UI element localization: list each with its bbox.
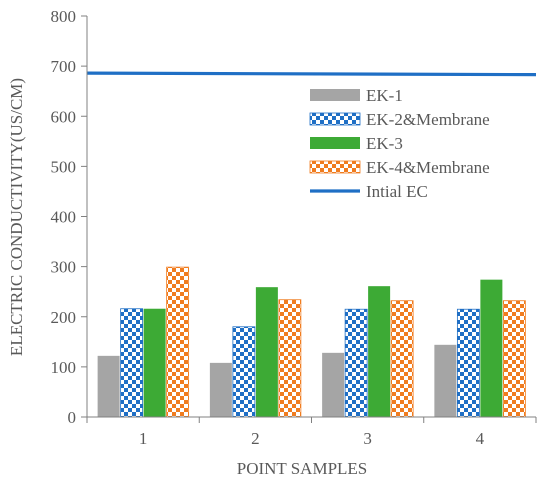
y-tick-label: 500 [51, 157, 77, 176]
x-tick-label: 2 [251, 429, 260, 448]
bar-ek-4-membrane-2 [278, 299, 302, 418]
bar-ek-2-membrane-4 [456, 308, 480, 418]
legend-label-ek-2-membrane: EK-2&Membrane [366, 110, 490, 129]
bar-ek-4-membrane-3 [390, 300, 414, 418]
legend-label-ek-1: EK-1 [366, 86, 403, 105]
y-tick-label: 400 [51, 208, 77, 227]
y-tick-label: 300 [51, 258, 77, 277]
bar-ek-3-1 [143, 308, 166, 417]
y-axis-ticks: 0 100 200 300 400 500 600 700 800 [51, 7, 87, 427]
bar-ek-4-membrane-4 [502, 300, 526, 418]
bar-ek-1-2 [209, 362, 232, 417]
legend: EK-1 EK-2&Membrane EK-3 EK-4&Membrane Intial… [309, 86, 490, 201]
y-tick-label: 800 [51, 7, 77, 26]
y-tick-label: 200 [51, 308, 77, 327]
legend-swatch-ek-4-membrane [309, 160, 361, 174]
bar-ek-2-membrane-1 [120, 308, 144, 418]
y-tick-label: 600 [51, 107, 77, 126]
y-tick-label: 0 [68, 408, 77, 427]
x-tick-label: 1 [139, 429, 148, 448]
bars [97, 266, 526, 418]
bar-ek-2-membrane-3 [344, 308, 368, 418]
legend-swatch-ek-1 [310, 89, 360, 101]
y-tick-label: 700 [51, 57, 77, 76]
reference-line-group [86, 71, 537, 77]
x-tick-label: 3 [363, 429, 372, 448]
x-tick-label: 4 [476, 429, 485, 448]
x-axis-title: POINT SAMPLES [237, 459, 368, 478]
x-axis-ticks: 1 2 3 4 [86, 417, 537, 448]
legend-label-ek-4-membrane: EK-4&Membrane [366, 158, 490, 177]
bar-ek-4-membrane-1 [166, 266, 190, 418]
bar-ek-3-4 [480, 279, 503, 417]
bar-ek-1-3 [322, 352, 345, 417]
bar-ek-2-membrane-2 [232, 326, 256, 418]
legend-label-intial-ec: Intial EC [366, 182, 428, 201]
legend-swatch-ek-3 [310, 137, 360, 149]
y-tick-label: 100 [51, 358, 77, 377]
y-axis-title: ELECTRIC CONDUCTIVITY(US/CM) [7, 78, 26, 356]
reference-line-intial-ec [86, 71, 537, 77]
bar-ek-3-3 [368, 286, 391, 417]
bar-ek-1-1 [97, 355, 120, 417]
bar-ek-1-4 [434, 344, 457, 417]
legend-swatch-ek-2-membrane [309, 112, 361, 126]
bar-ek-3-2 [255, 287, 278, 417]
legend-label-ek-3: EK-3 [366, 134, 403, 153]
